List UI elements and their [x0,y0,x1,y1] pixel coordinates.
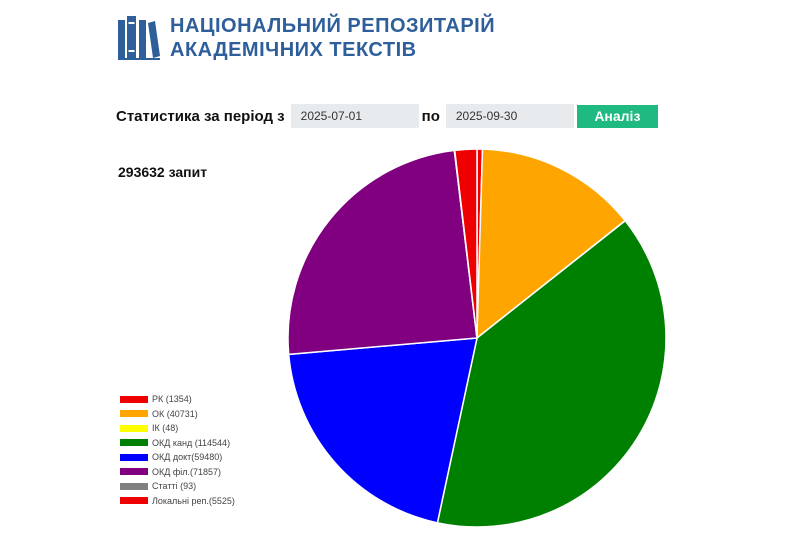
chart-legend: РК (1354) ОК (40731) ІК (48) ОКД канд (1145… [120,392,235,508]
legend-label: Локальні реп.(5525) [152,495,235,506]
site-title-line2: АКАДЕМІЧНИХ ТЕКСТІВ [170,39,417,61]
to-label: по [421,107,440,125]
legend-item: ІК (48) [120,421,235,436]
legend-item: Статті (93) [120,479,235,494]
legend-item: ОКД докт(59480) [120,450,235,465]
legend-swatch [120,497,148,505]
legend-label: ОКД канд (114544) [152,437,231,448]
pie-slice-4 [287,337,478,524]
pie-slice-3 [436,219,667,528]
legend-label: ОКД філ.(71857) [152,466,222,477]
legend-label: ОК (40731) [152,408,198,419]
legend-item: ОКД канд (114544) [120,436,235,451]
legend-swatch [120,468,148,476]
legend-label: ІК (48) [152,423,179,434]
site-title: НАЦІОНАЛЬНИЙ РЕПОЗИТАРІЙ АКАДЕМІЧНИХ ТЕК… [170,14,495,62]
legend-item: ОК (40731) [120,407,235,422]
period-form: Статистика за період з по Аналіз [116,104,658,128]
date-to-input[interactable] [445,104,574,128]
legend-label: ОКД докт(59480) [152,452,223,463]
books-icon [118,16,160,60]
legend-item: РК (1354) [120,392,235,407]
site-title-line1: НАЦІОНАЛЬНИЙ РЕПОЗИТАРІЙ [170,15,496,37]
analyze-button[interactable]: Аналіз [576,104,658,128]
legend-swatch [120,410,148,418]
total-requests: 293632 запит [118,164,208,180]
legend-item: ОКД філ.(71857) [120,465,235,480]
legend-label: Статті (93) [152,481,197,492]
legend-swatch [120,424,148,432]
date-from-input[interactable] [290,104,419,128]
pie-slice-7 [453,148,478,339]
legend-item: Локальні реп.(5525) [120,494,235,509]
legend-label: РК (1354) [152,394,192,405]
pie-slice-1 [476,148,627,340]
legend-swatch [120,395,148,403]
site-header: НАЦІОНАЛЬНИЙ РЕПОЗИТАРІЙ АКАДЕМІЧНИХ ТЕК… [118,14,495,62]
pie-slice-5 [287,149,478,356]
legend-swatch [120,439,148,447]
requests-pie-chart [287,148,667,528]
legend-swatch [120,482,148,490]
period-label: Статистика за період з [116,107,285,125]
legend-swatch [120,453,148,461]
